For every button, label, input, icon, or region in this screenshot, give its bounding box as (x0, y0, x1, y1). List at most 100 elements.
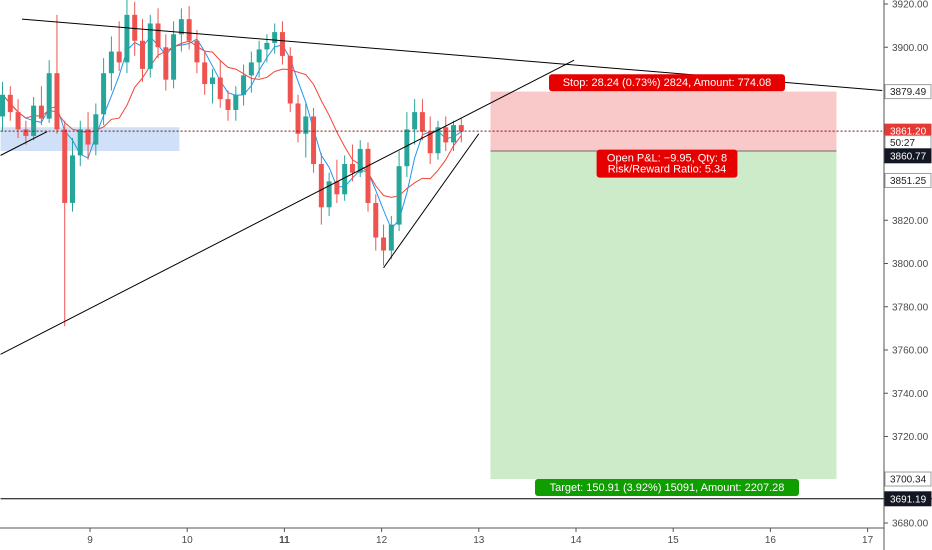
candle (194, 29, 200, 74)
candle-body (38, 105, 44, 119)
candle (272, 23, 278, 54)
candle (155, 8, 161, 59)
stop-label-text: Stop: 28.24 (0.73%) 2824, Amount: 774.08 (563, 77, 772, 89)
annotations: Stop: 28.24 (0.73%) 2824, Amount: 774.08… (535, 74, 799, 497)
candle (427, 116, 433, 165)
y-tick-label: 3820.00 (892, 216, 929, 227)
candle (287, 47, 293, 113)
x-tick-label: 17 (862, 535, 874, 546)
candle-body (388, 224, 394, 251)
candle-body (264, 42, 270, 50)
candle-body (357, 148, 363, 173)
candle (326, 172, 332, 216)
candle-body (178, 19, 184, 35)
candle-body (54, 73, 60, 130)
candle-body (318, 164, 324, 208)
lower-support-line[interactable] (0, 131, 48, 156)
candle-body (139, 40, 145, 69)
candle-body (404, 129, 410, 167)
tag-3879-bg (884, 84, 932, 100)
pnl-label-box (596, 149, 738, 178)
candle (202, 51, 208, 95)
candle-body (342, 164, 348, 195)
candles (0, 0, 464, 327)
candle (163, 34, 169, 91)
candle-body (108, 51, 114, 74)
candle (248, 51, 254, 93)
candle-body (233, 94, 239, 110)
candle-body (349, 164, 355, 173)
y-tick-label: 3900.00 (892, 43, 929, 54)
candle-body (202, 62, 208, 85)
candle (264, 34, 270, 63)
candle-body (365, 148, 371, 203)
x-tick-label: 14 (570, 535, 582, 546)
candle-body (217, 77, 223, 100)
candle (388, 215, 394, 260)
candle-body (326, 181, 332, 208)
candle-body (31, 105, 37, 136)
tag-3700-bg (884, 471, 932, 487)
y-tick-label: 3780.00 (892, 302, 929, 313)
wedge-lower-line[interactable] (383, 133, 480, 269)
candle-body (451, 125, 457, 143)
candle (412, 99, 418, 145)
tag-3851: 3851.25 (884, 172, 932, 188)
candle (186, 6, 192, 50)
candle-body (147, 23, 153, 69)
tag-3851-text: 3851.25 (890, 176, 927, 187)
candle-body (381, 237, 387, 251)
candle (295, 94, 301, 143)
candle-body (0, 94, 6, 117)
candle-body (279, 32, 285, 56)
candle-body (272, 32, 278, 43)
rising-support-line[interactable] (0, 59, 575, 355)
tag-3700-text: 3700.34 (890, 475, 927, 486)
candle (279, 21, 285, 65)
candle-body (77, 129, 83, 156)
candle (311, 107, 317, 173)
candle-body (241, 75, 247, 95)
tag-3700: 3700.34 (884, 471, 932, 487)
candle (458, 118, 464, 143)
candle-body (209, 77, 215, 85)
candle (241, 64, 247, 106)
tag-3860-text: 3860.77 (890, 151, 927, 162)
candle (38, 86, 44, 126)
tag-3691-bg (884, 491, 932, 507)
tag-3879-text: 3879.49 (890, 87, 927, 98)
target-label: Target: 150.91 (3.92%) 15091, Amount: 22… (535, 479, 799, 497)
candle (396, 151, 402, 232)
candle (85, 112, 91, 160)
x-tick-label: 13 (473, 535, 485, 546)
candle-body (116, 51, 122, 63)
candle-body (225, 99, 231, 110)
target-zone (490, 151, 837, 480)
candle (31, 96, 37, 141)
x-tick-label: 10 (182, 535, 194, 546)
candle (451, 120, 457, 152)
candle (349, 144, 355, 182)
trend-lines[interactable] (0, 18, 932, 500)
candle (303, 103, 309, 158)
tag-3860: 3860.77 (884, 148, 932, 164)
candle-body (435, 127, 441, 154)
candle-body (15, 112, 21, 130)
candle (171, 21, 177, 89)
candle (147, 14, 153, 78)
y-tick-label: 3720.00 (892, 432, 929, 443)
candle (178, 8, 184, 52)
candle-body (295, 103, 301, 134)
candle (217, 60, 223, 108)
candle (256, 40, 262, 78)
candle (435, 120, 441, 160)
candle-body (155, 23, 161, 48)
tag-3691: 3691.19 (884, 491, 932, 507)
candle-body (311, 116, 317, 165)
candle-body (70, 155, 76, 203)
pnl-label-text: Open P&L: −9.95, Qty: 8 (607, 153, 727, 165)
candle-body (186, 19, 192, 41)
